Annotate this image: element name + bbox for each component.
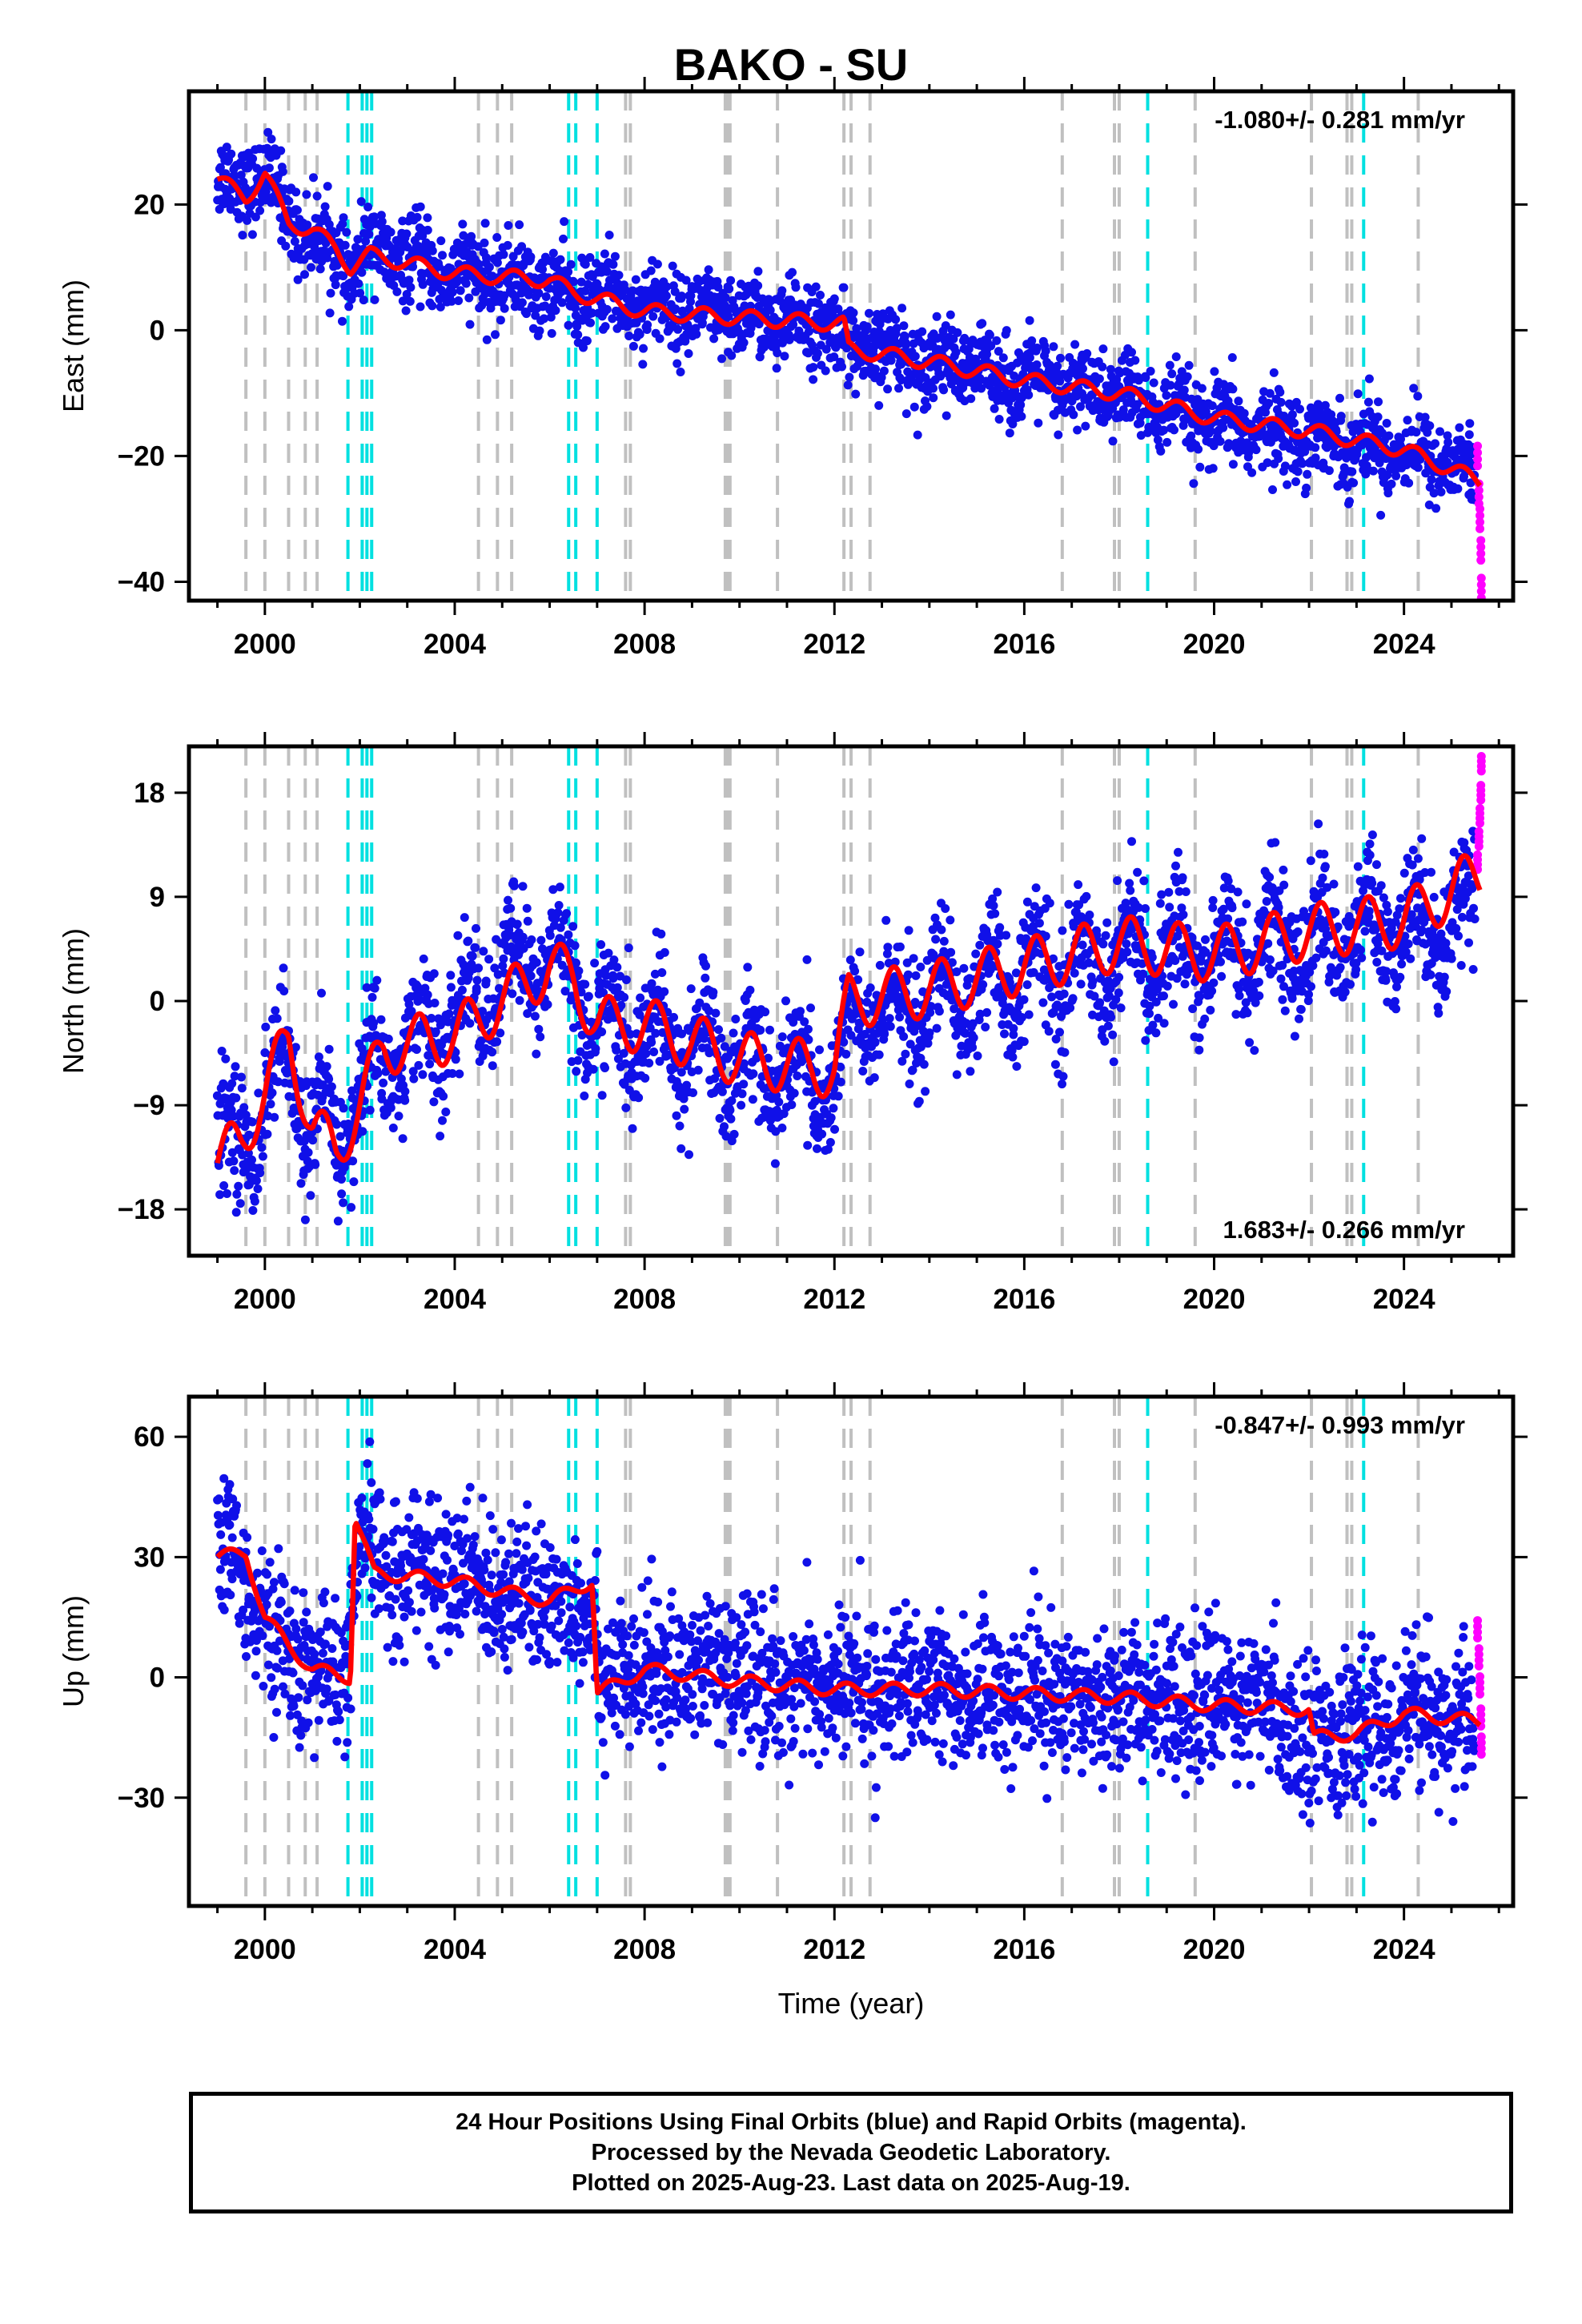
north-x-axis: 2000 2004 2008 2012 2016 2020 2024 xyxy=(216,732,1500,1315)
x-tick-label: 2012 xyxy=(803,1284,865,1315)
y-tick-label: −30 xyxy=(118,1783,165,1814)
up-rapid-orbit-point xyxy=(1473,1633,1483,1642)
x-tick-label: 2000 xyxy=(234,1284,296,1315)
east-rapid-orbit-point xyxy=(1474,485,1484,495)
up-y-label: Up (mm) xyxy=(57,1595,90,1707)
east-final-orbit-points xyxy=(213,127,1480,520)
x-tick-label: 2008 xyxy=(613,1934,676,1965)
up-rate-label: -0.847+/- 0.993 mm/yr xyxy=(1215,1411,1465,1439)
east-rapid-orbit-point xyxy=(1476,549,1486,558)
up-rapid-orbit-point xyxy=(1476,1750,1486,1759)
y-tick-label: −20 xyxy=(118,440,165,472)
up-rapid-orbit-point xyxy=(1476,1689,1485,1699)
east-plot-area xyxy=(213,91,1486,601)
footer-box: 24 Hour Positions Using Final Orbits (bl… xyxy=(189,2092,1513,2213)
x-tick-label: 2016 xyxy=(993,629,1055,660)
footer-line-3: Plotted on 2025-Aug-23. Last data on 202… xyxy=(572,2170,1130,2196)
east-rapid-orbit-point xyxy=(1476,517,1485,527)
x-tick-label: 2000 xyxy=(234,1934,296,1965)
east-rapid-orbit-point xyxy=(1476,524,1485,533)
x-tick-label: 2004 xyxy=(424,1284,486,1315)
x-tick-label: 2024 xyxy=(1373,1284,1435,1315)
east-rapid-orbit-point xyxy=(1476,573,1486,583)
north-y-label: North (mm) xyxy=(57,928,90,1074)
east-rapid-orbit-point xyxy=(1473,461,1483,471)
east-rapid-orbit-point xyxy=(1476,580,1486,589)
x-tick-label: 2004 xyxy=(424,1934,486,1965)
y-tick-label: 9 xyxy=(150,882,165,913)
north-rapid-orbit-point xyxy=(1476,781,1486,790)
x-axis-label: Time (year) xyxy=(778,1987,925,2020)
east-rapid-orbit-point xyxy=(1473,455,1483,464)
east-rapid-orbit-point xyxy=(1476,542,1486,552)
x-tick-label: 2012 xyxy=(803,629,865,660)
x-tick-label: 2008 xyxy=(613,629,676,660)
north-rate-label: 1.683+/- 0.266 mm/yr xyxy=(1223,1216,1465,1244)
x-tick-label: 2008 xyxy=(613,1284,676,1315)
footer-line-2: Processed by the Nevada Geodetic Laborat… xyxy=(591,2140,1111,2165)
east-model-line xyxy=(216,171,1483,488)
east-rapid-orbit-point xyxy=(1474,493,1484,502)
north-model-line xyxy=(215,853,1483,1164)
y-tick-label: −18 xyxy=(118,1194,165,1225)
north-plot-area xyxy=(212,746,1486,1256)
x-tick-label: 2020 xyxy=(1183,1934,1246,1965)
y-tick-label: 30 xyxy=(134,1542,165,1573)
x-tick-label: 2020 xyxy=(1183,1284,1246,1315)
up-plot-area xyxy=(213,1397,1486,1906)
chart-title: BAKO - SU xyxy=(673,39,909,90)
up-y-axis: −30 0 30 60 xyxy=(118,1421,1528,1814)
north-rapid-orbit-point xyxy=(1476,804,1485,814)
up-final-orbit-points xyxy=(213,1437,1480,1827)
up-frame xyxy=(187,1394,1516,1908)
north-rapid-orbit-point xyxy=(1473,850,1483,859)
up-panel: 2000 2004 2008 2012 2016 2020 2024 −30 0 30 60 Up (… xyxy=(57,1382,1528,2020)
x-tick-label: 2000 xyxy=(234,629,296,660)
footer-line-1: 24 Hour Positions Using Final Orbits (bl… xyxy=(456,2109,1247,2135)
east-frame xyxy=(187,89,1516,603)
y-tick-label: 0 xyxy=(150,1663,165,1694)
north-panel: 2000 2004 2008 2012 2016 2020 2024 −18 −9 0 9 18 Nor… xyxy=(57,732,1528,1315)
east-rapid-orbit-point xyxy=(1476,536,1486,545)
y-tick-label: 0 xyxy=(150,986,165,1017)
east-rapid-orbit-point xyxy=(1476,556,1486,565)
east-rapid-orbit-point xyxy=(1473,448,1483,457)
east-x-axis: 2000 2004 2008 2012 2016 2020 2024 xyxy=(216,77,1500,660)
x-tick-label: 2024 xyxy=(1373,629,1435,660)
east-rate-label: -1.080+/- 0.281 mm/yr xyxy=(1215,106,1465,134)
x-tick-label: 2012 xyxy=(803,1934,865,1965)
east-rapid-orbit-point xyxy=(1476,511,1485,521)
y-tick-label: 0 xyxy=(150,315,165,346)
x-tick-label: 2020 xyxy=(1183,629,1246,660)
east-y-label: East (mm) xyxy=(57,279,90,412)
east-panel: 2000 2004 2008 2012 2016 2020 2024 −40 −20 0 20 Eas… xyxy=(57,77,1528,660)
up-model-line xyxy=(215,1521,1482,1744)
x-tick-label: 2016 xyxy=(993,1934,1055,1965)
north-y-axis: −18 −9 0 9 18 xyxy=(118,778,1528,1225)
north-rapid-orbit-point xyxy=(1474,826,1484,836)
x-tick-label: 2004 xyxy=(424,629,486,660)
y-tick-label: −40 xyxy=(118,566,165,597)
y-tick-label: 60 xyxy=(134,1421,165,1453)
east-rapid-orbit-point xyxy=(1476,505,1485,514)
y-tick-label: 18 xyxy=(134,778,165,809)
y-tick-label: 20 xyxy=(134,189,165,220)
east-rapid-orbit-point xyxy=(1476,586,1486,596)
up-rapid-orbit-point xyxy=(1474,1661,1484,1671)
east-rapid-orbit-point xyxy=(1473,441,1483,451)
up-x-axis: 2000 2004 2008 2012 2016 2020 2024 xyxy=(216,1382,1500,1965)
x-tick-label: 2016 xyxy=(993,1284,1055,1315)
north-rapid-orbit-point xyxy=(1476,751,1486,761)
x-tick-label: 2024 xyxy=(1373,1934,1435,1965)
y-tick-label: −9 xyxy=(133,1090,165,1121)
east-y-axis: −40 −20 0 20 xyxy=(118,189,1528,597)
